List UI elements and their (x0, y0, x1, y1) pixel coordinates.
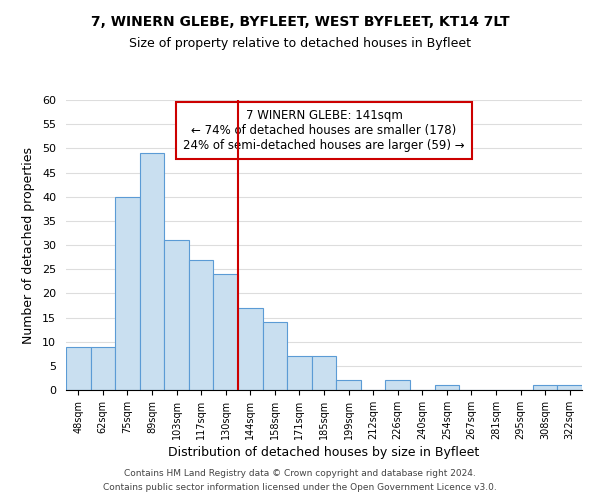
Bar (336, 380, 361, 390)
Bar (189, 260, 214, 390)
Bar (263, 322, 287, 390)
Y-axis label: Number of detached properties: Number of detached properties (22, 146, 35, 344)
Bar (385, 380, 410, 390)
Bar (238, 308, 263, 390)
Bar (115, 196, 140, 390)
Bar (434, 385, 459, 390)
Text: Contains HM Land Registry data © Crown copyright and database right 2024.: Contains HM Land Registry data © Crown c… (124, 468, 476, 477)
Bar (557, 385, 582, 390)
Bar (533, 385, 557, 390)
Text: Contains public sector information licensed under the Open Government Licence v3: Contains public sector information licen… (103, 484, 497, 492)
Bar (214, 274, 238, 390)
Bar (287, 356, 312, 390)
X-axis label: Distribution of detached houses by size in Byfleet: Distribution of detached houses by size … (169, 446, 479, 459)
Bar (312, 356, 336, 390)
Text: 7, WINERN GLEBE, BYFLEET, WEST BYFLEET, KT14 7LT: 7, WINERN GLEBE, BYFLEET, WEST BYFLEET, … (91, 15, 509, 29)
Bar (66, 346, 91, 390)
Text: Size of property relative to detached houses in Byfleet: Size of property relative to detached ho… (129, 38, 471, 51)
Text: 7 WINERN GLEBE: 141sqm
← 74% of detached houses are smaller (178)
24% of semi-de: 7 WINERN GLEBE: 141sqm ← 74% of detached… (183, 108, 465, 152)
Bar (91, 346, 115, 390)
Bar (164, 240, 189, 390)
Bar (140, 153, 164, 390)
